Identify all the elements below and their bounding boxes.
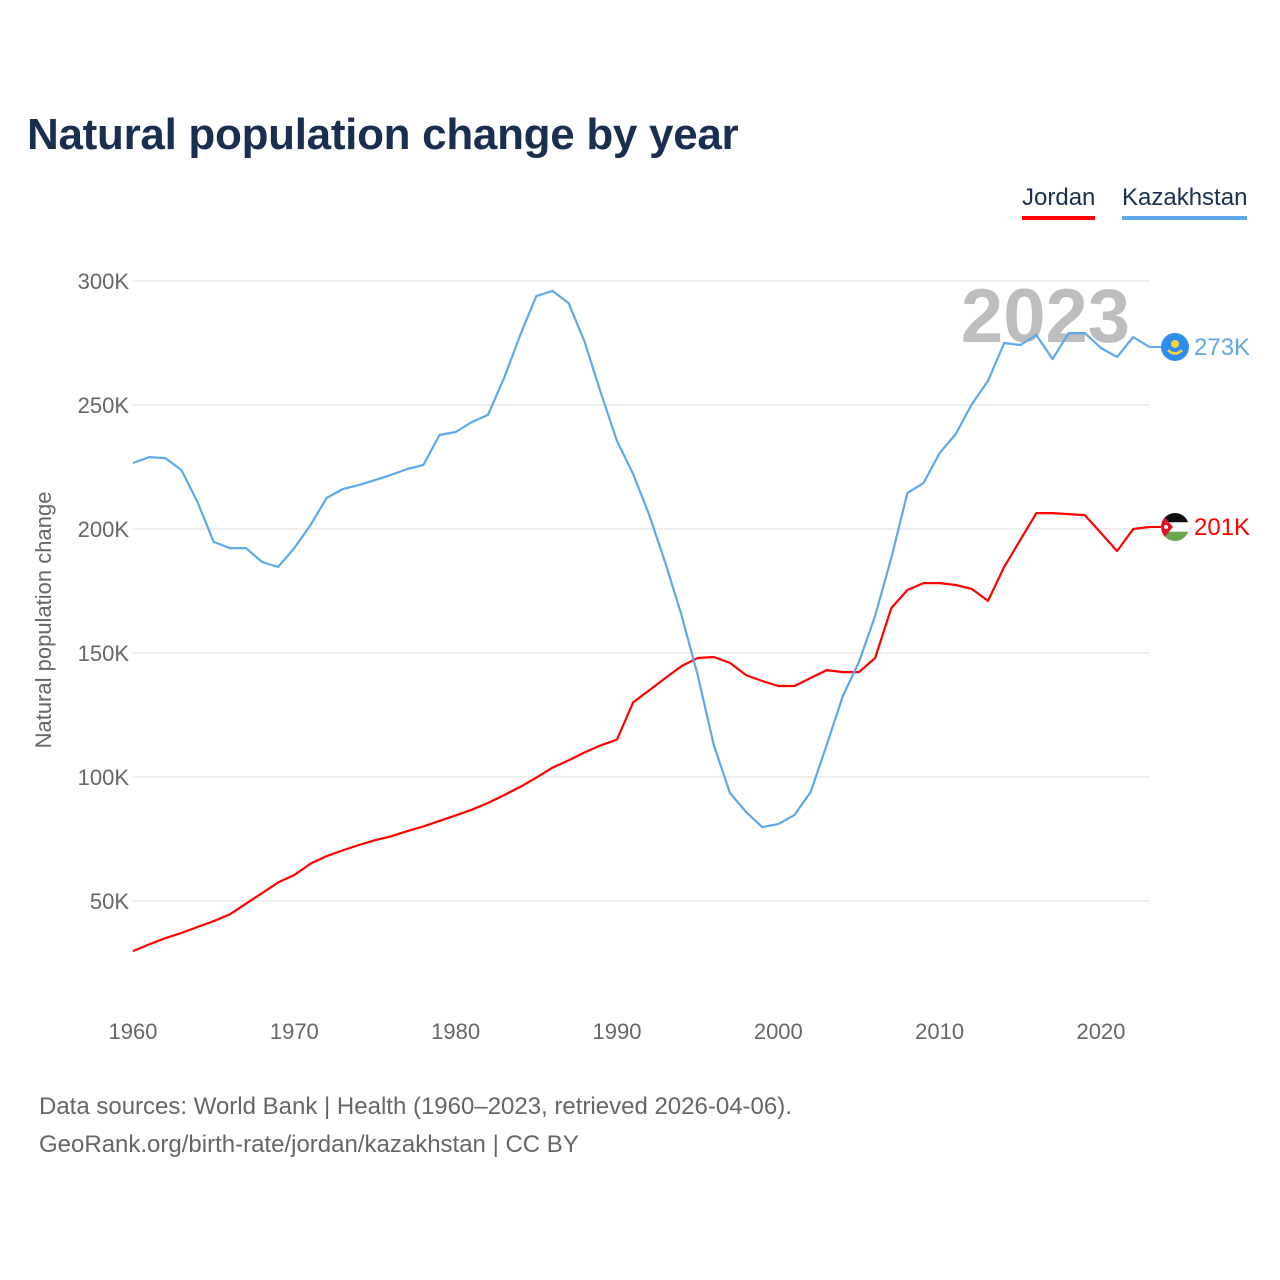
x-tick-label: 2020 bbox=[1077, 1019, 1126, 1044]
series-line-jordan bbox=[132, 511, 1150, 953]
y-tick-label: 50K bbox=[90, 889, 129, 914]
x-tick-label: 2000 bbox=[754, 1019, 803, 1044]
y-tick-label: 100K bbox=[78, 765, 130, 790]
x-tick-label: 1960 bbox=[109, 1019, 158, 1044]
series-line-kazakhstan bbox=[132, 289, 1150, 829]
x-tick-label: 1970 bbox=[270, 1019, 319, 1044]
year-watermark: 2023 bbox=[961, 274, 1130, 359]
source-line-2[interactable]: GeoRank.org/birth-rate/jordan/kazakhstan… bbox=[39, 1131, 579, 1158]
x-tick-label: 1980 bbox=[431, 1019, 480, 1044]
legend-item-kazakhstan[interactable]: Kazakhstan bbox=[1122, 184, 1248, 220]
y-axis-label: Natural population change bbox=[31, 492, 56, 749]
y-tick-label: 300K bbox=[78, 269, 130, 294]
flag-sun bbox=[1171, 339, 1179, 348]
x-tick-label: 1990 bbox=[593, 1019, 642, 1044]
flag-eagle bbox=[1167, 349, 1183, 355]
y-tick-label: 150K bbox=[78, 641, 130, 666]
chart-title: Natural population change by year bbox=[27, 110, 739, 159]
jordan-flag-icon bbox=[1161, 513, 1189, 542]
end-value-label-kazakhstan: 273K bbox=[1194, 334, 1250, 361]
end-value-label-jordan: 201K bbox=[1194, 514, 1250, 541]
y-tick-label: 200K bbox=[78, 517, 130, 542]
source-line-1: Data sources: World Bank | Health (1960–… bbox=[39, 1093, 792, 1120]
source-note: Data sources: World Bank | Health (1960–… bbox=[39, 1088, 792, 1164]
legend-item-jordan[interactable]: Jordan bbox=[1022, 184, 1096, 220]
x-tick-label: 2010 bbox=[915, 1019, 964, 1044]
y-tick-label: 250K bbox=[78, 393, 130, 418]
